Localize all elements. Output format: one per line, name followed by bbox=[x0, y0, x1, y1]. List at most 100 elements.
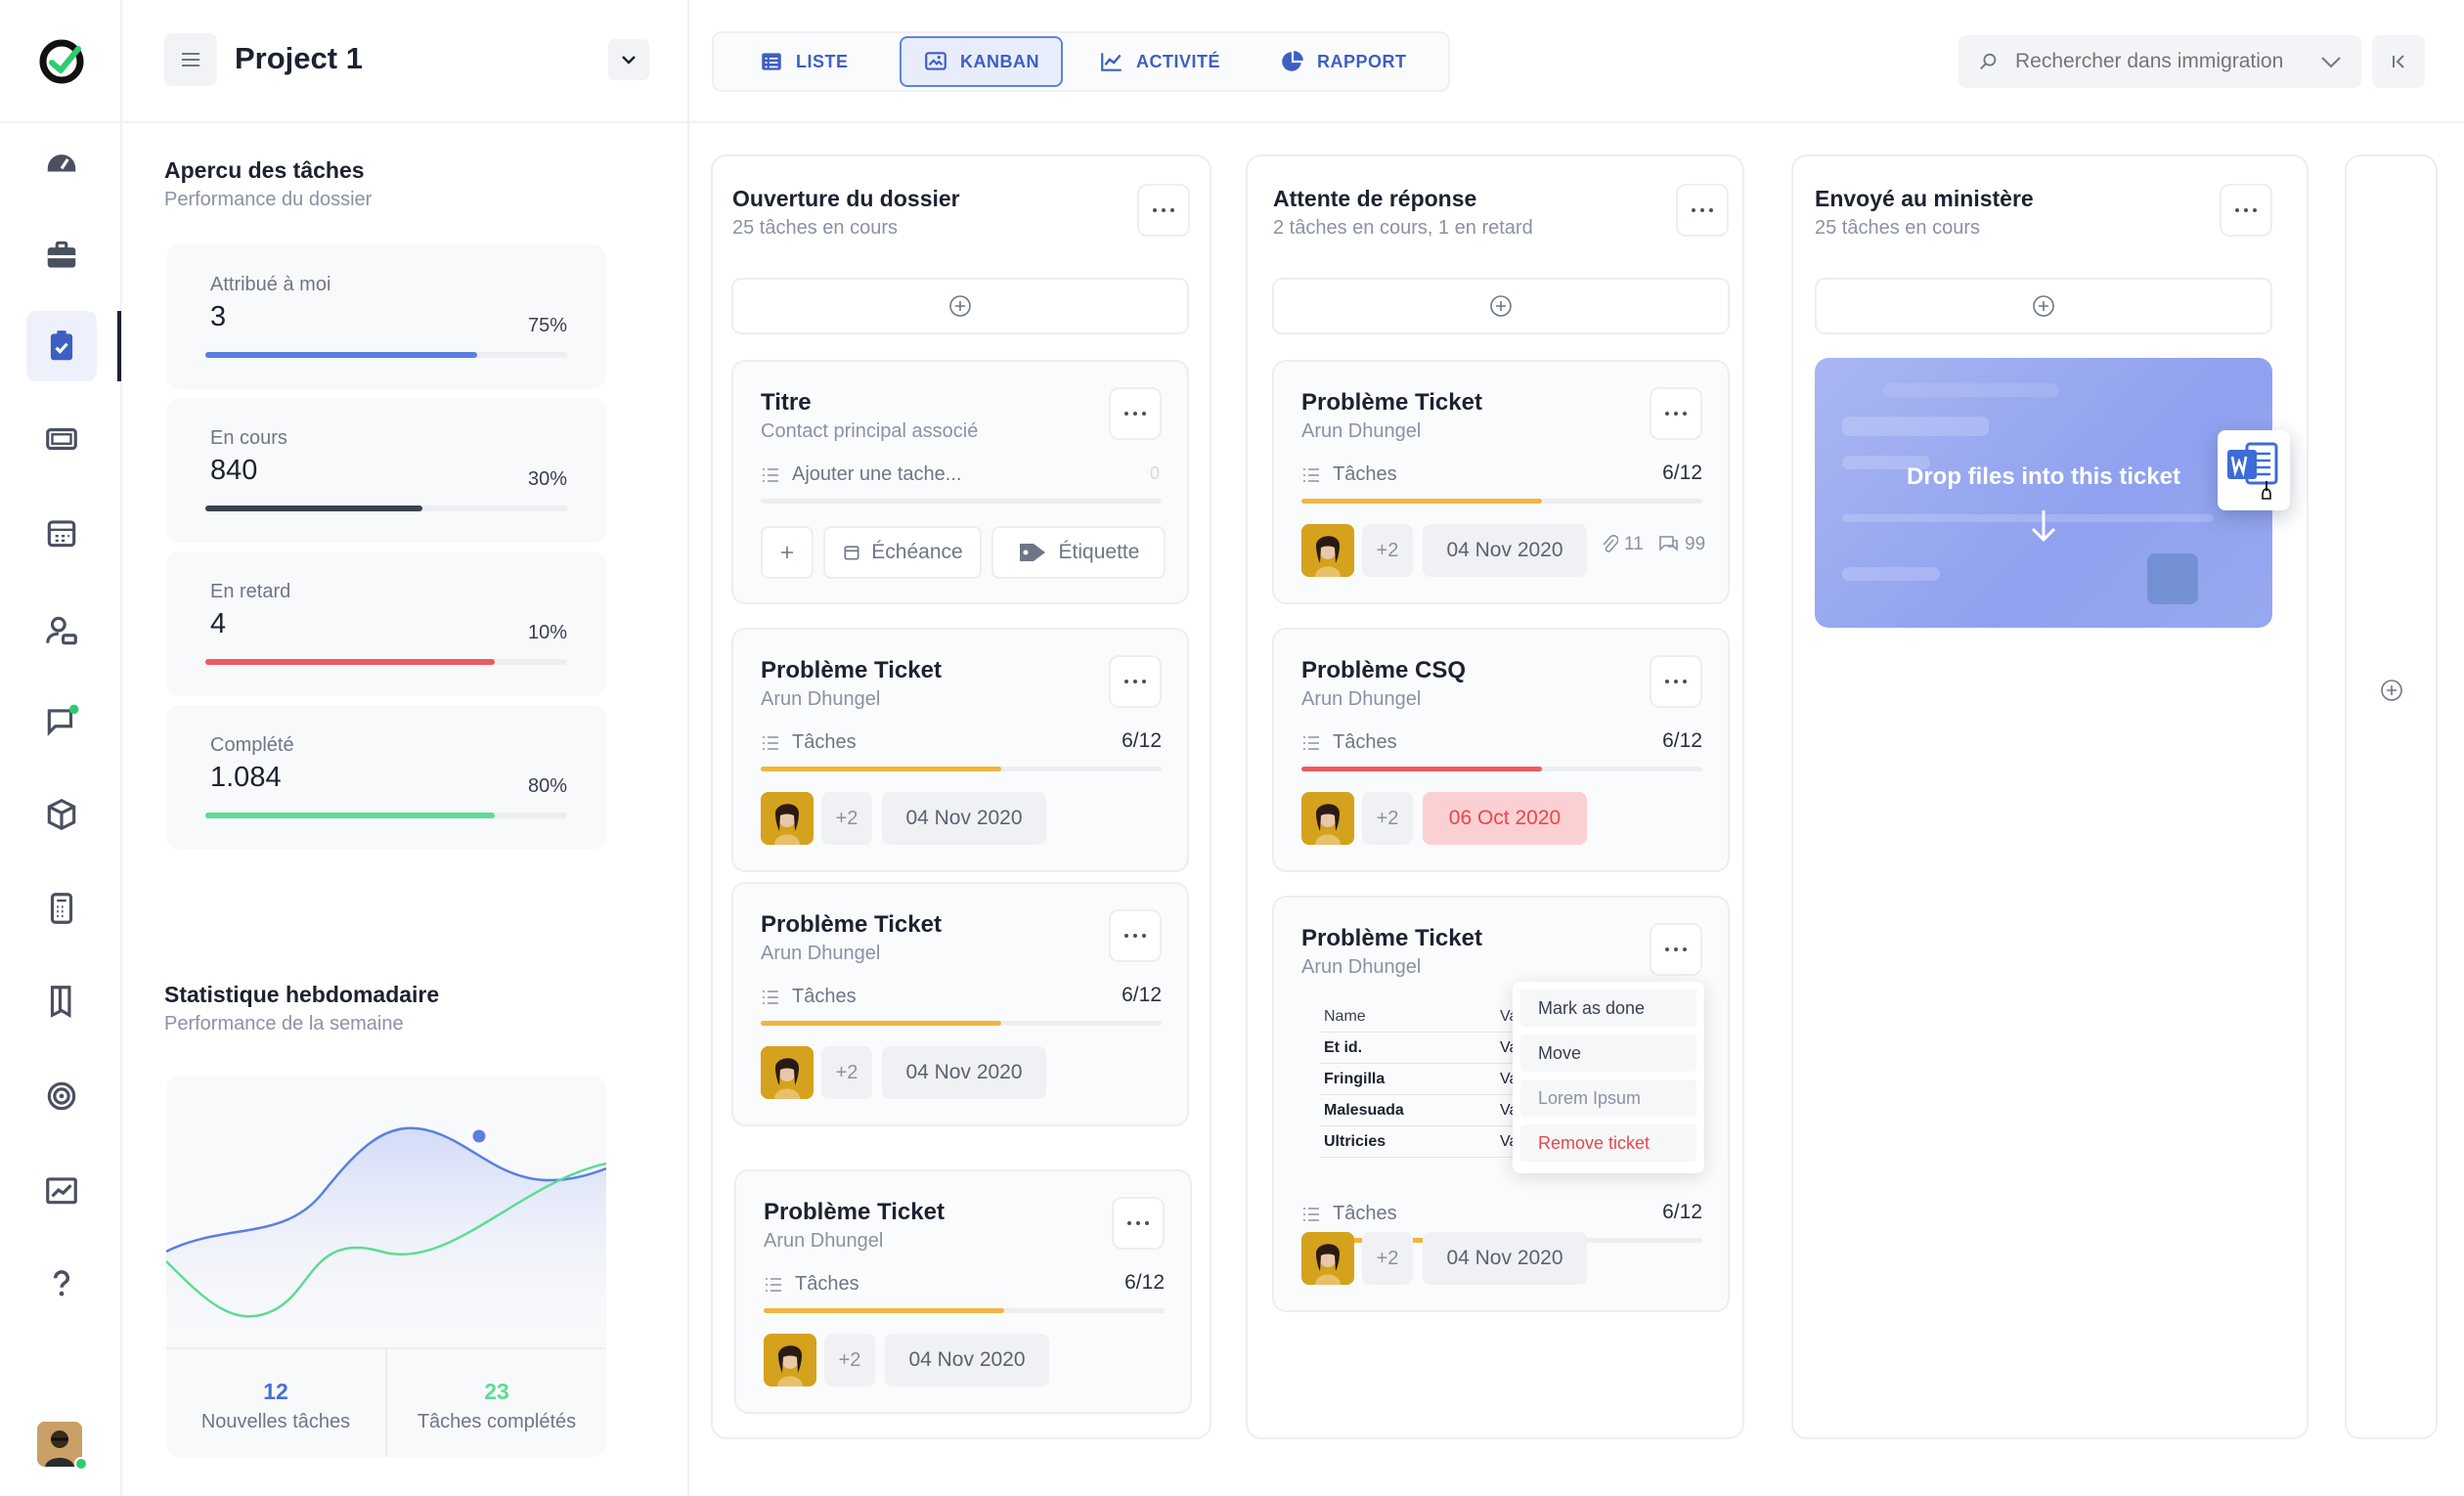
more-assignees-badge[interactable]: +2 bbox=[824, 1334, 875, 1386]
app-logo[interactable] bbox=[37, 37, 86, 86]
ticket-card[interactable]: Problème Ticket Arun Dhungel Tâches 6/12 +2 0… bbox=[1272, 360, 1730, 604]
calculator-icon[interactable] bbox=[26, 873, 97, 944]
menu-button[interactable] bbox=[164, 33, 217, 86]
project-dropdown-button[interactable] bbox=[608, 39, 649, 80]
checklist-icon bbox=[1303, 735, 1319, 750]
column-menu-button[interactable] bbox=[1676, 184, 1729, 237]
due-date-badge[interactable]: 04 Nov 2020 bbox=[1423, 524, 1587, 577]
overview-title: Apercu des tâches bbox=[164, 157, 365, 183]
card-menu-button[interactable] bbox=[1650, 923, 1702, 976]
column-menu-button[interactable] bbox=[2220, 184, 2272, 237]
calendar-icon[interactable] bbox=[26, 498, 97, 568]
attachments-value: 11 bbox=[1624, 534, 1644, 554]
ticket-assignee: Arun Dhungel bbox=[761, 943, 881, 964]
tab-kanban[interactable]: KANBAN bbox=[900, 36, 1063, 87]
media-icon[interactable] bbox=[26, 404, 97, 474]
tag-button[interactable]: Étiquette bbox=[991, 526, 1166, 579]
task-progress-fill bbox=[1301, 1238, 1542, 1243]
due-date-badge[interactable]: 04 Nov 2020 bbox=[885, 1334, 1049, 1386]
nav-rail bbox=[0, 0, 122, 1496]
table-cell: Et id. bbox=[1324, 1038, 1363, 1056]
more-assignees-badge[interactable]: +2 bbox=[821, 1046, 872, 1099]
table-cell: Malesuada bbox=[1324, 1101, 1404, 1119]
plus-icon bbox=[781, 547, 793, 558]
more-assignees-badge[interactable]: +2 bbox=[1362, 792, 1413, 845]
tab-rapport[interactable]: RAPPORT bbox=[1258, 36, 1429, 87]
checklist-icon bbox=[766, 1277, 781, 1292]
add-card-button[interactable] bbox=[731, 278, 1189, 334]
due-date-badge[interactable]: 04 Nov 2020 bbox=[882, 1046, 1046, 1099]
ticket-card[interactable]: Problème Ticket Arun Dhungel Tâches 6/12 +2 0… bbox=[731, 882, 1189, 1126]
collapse-button[interactable] bbox=[2372, 35, 2425, 88]
tasks-icon[interactable] bbox=[26, 311, 97, 381]
box-icon[interactable] bbox=[26, 779, 97, 850]
ticket-assignee: Arun Dhungel bbox=[1301, 956, 1422, 978]
header-divider bbox=[0, 121, 2464, 123]
add-task-placeholder: Ajouter une tache... bbox=[792, 463, 962, 485]
comments-value: 99 bbox=[1685, 534, 1706, 554]
search-input[interactable] bbox=[2015, 35, 2309, 88]
more-assignees-badge[interactable]: +2 bbox=[1362, 524, 1413, 577]
column-menu-button[interactable] bbox=[1137, 184, 1190, 237]
tasks-count: 6/12 bbox=[1662, 462, 1702, 484]
add-member-button[interactable] bbox=[761, 526, 814, 579]
dashboard-icon[interactable] bbox=[26, 127, 97, 198]
menu-move[interactable]: Move bbox=[1520, 1034, 1696, 1072]
card-menu-button[interactable] bbox=[1650, 387, 1702, 440]
add-task-field[interactable]: Ajouter une tache... bbox=[761, 463, 961, 486]
assignee-avatar[interactable] bbox=[1301, 1232, 1354, 1285]
column-subtitle: 2 tâches en cours, 1 en retard bbox=[1273, 217, 1533, 239]
briefcase-icon[interactable] bbox=[26, 220, 97, 290]
ticket-card[interactable]: Problème CSQ Arun Dhungel Tâches 6/12 +2 06 O… bbox=[1272, 628, 1730, 872]
assignee-avatar[interactable] bbox=[761, 792, 814, 845]
assignee-avatar[interactable] bbox=[1301, 792, 1354, 845]
task-count: 0 bbox=[1149, 463, 1160, 483]
card-menu-button[interactable] bbox=[1109, 655, 1162, 708]
assignee-avatar[interactable] bbox=[1301, 524, 1354, 577]
due-date-button[interactable]: Échéance bbox=[823, 526, 982, 579]
more-assignees-badge[interactable]: +2 bbox=[1362, 1232, 1413, 1285]
menu-lorem-ipsum[interactable]: Lorem Ipsum bbox=[1520, 1079, 1696, 1117]
new-card-title[interactable]: Titre bbox=[761, 389, 812, 416]
user-settings-icon[interactable] bbox=[26, 595, 97, 666]
card-menu-button[interactable] bbox=[1112, 1197, 1165, 1250]
assignee-avatar[interactable] bbox=[764, 1334, 816, 1386]
table-header: Name Va bbox=[1320, 1001, 1518, 1033]
assignee-avatar[interactable] bbox=[761, 1046, 814, 1099]
more-assignees-badge[interactable]: +2 bbox=[821, 792, 872, 845]
tab-liste[interactable]: LISTE bbox=[737, 36, 870, 87]
help-icon[interactable] bbox=[26, 1248, 97, 1318]
target-icon[interactable] bbox=[26, 1061, 97, 1131]
due-date-badge[interactable]: 04 Nov 2020 bbox=[1423, 1232, 1587, 1285]
add-column-button[interactable] bbox=[2380, 679, 2403, 702]
due-date-badge[interactable]: 06 Oct 2020 bbox=[1423, 792, 1587, 845]
analytics-icon[interactable] bbox=[26, 1155, 97, 1225]
add-card-button[interactable] bbox=[1272, 278, 1730, 334]
ticket-card[interactable]: Problème Ticket Arun Dhungel Tâches 6/12 +2 0… bbox=[731, 628, 1189, 872]
add-card-button[interactable] bbox=[1815, 278, 2272, 334]
blue-series-line bbox=[166, 1126, 606, 1254]
due-date-badge[interactable]: 04 Nov 2020 bbox=[882, 792, 1046, 845]
comments-count[interactable]: 99 bbox=[1657, 534, 1705, 555]
ticket-card[interactable]: Problème Ticket Arun Dhungel Tâches 6/12 +2 0… bbox=[734, 1169, 1192, 1414]
table-row: Fringilla Va bbox=[1320, 1064, 1518, 1095]
chat-icon[interactable] bbox=[26, 686, 97, 757]
card-menu-button[interactable] bbox=[1109, 909, 1162, 962]
stat-percent: 10% bbox=[527, 622, 567, 643]
done-tasks-stat: 23 Tâches complétés bbox=[385, 1349, 606, 1457]
stat-progress-track bbox=[205, 352, 567, 358]
weekly-line-chart bbox=[166, 1126, 606, 1349]
assignee-photo bbox=[761, 1046, 814, 1099]
new-card-subtitle[interactable]: Contact principal associé bbox=[761, 420, 979, 442]
file-drop-zone[interactable]: Drop files into this ticket bbox=[1815, 358, 2272, 628]
stat-progress-track bbox=[205, 506, 567, 511]
task-progress-track bbox=[761, 499, 1162, 504]
menu-mark-done[interactable]: Mark as done bbox=[1520, 990, 1696, 1027]
menu-remove-ticket[interactable]: Remove ticket bbox=[1520, 1124, 1696, 1162]
book-icon[interactable] bbox=[26, 966, 97, 1036]
column-add bbox=[2345, 154, 2438, 1439]
tab-activite[interactable]: ACTIVITÉ bbox=[1078, 36, 1242, 87]
card-menu-button[interactable] bbox=[1650, 655, 1702, 708]
card-menu-button[interactable] bbox=[1109, 387, 1162, 440]
attachments-count[interactable]: 11 bbox=[1601, 534, 1644, 555]
